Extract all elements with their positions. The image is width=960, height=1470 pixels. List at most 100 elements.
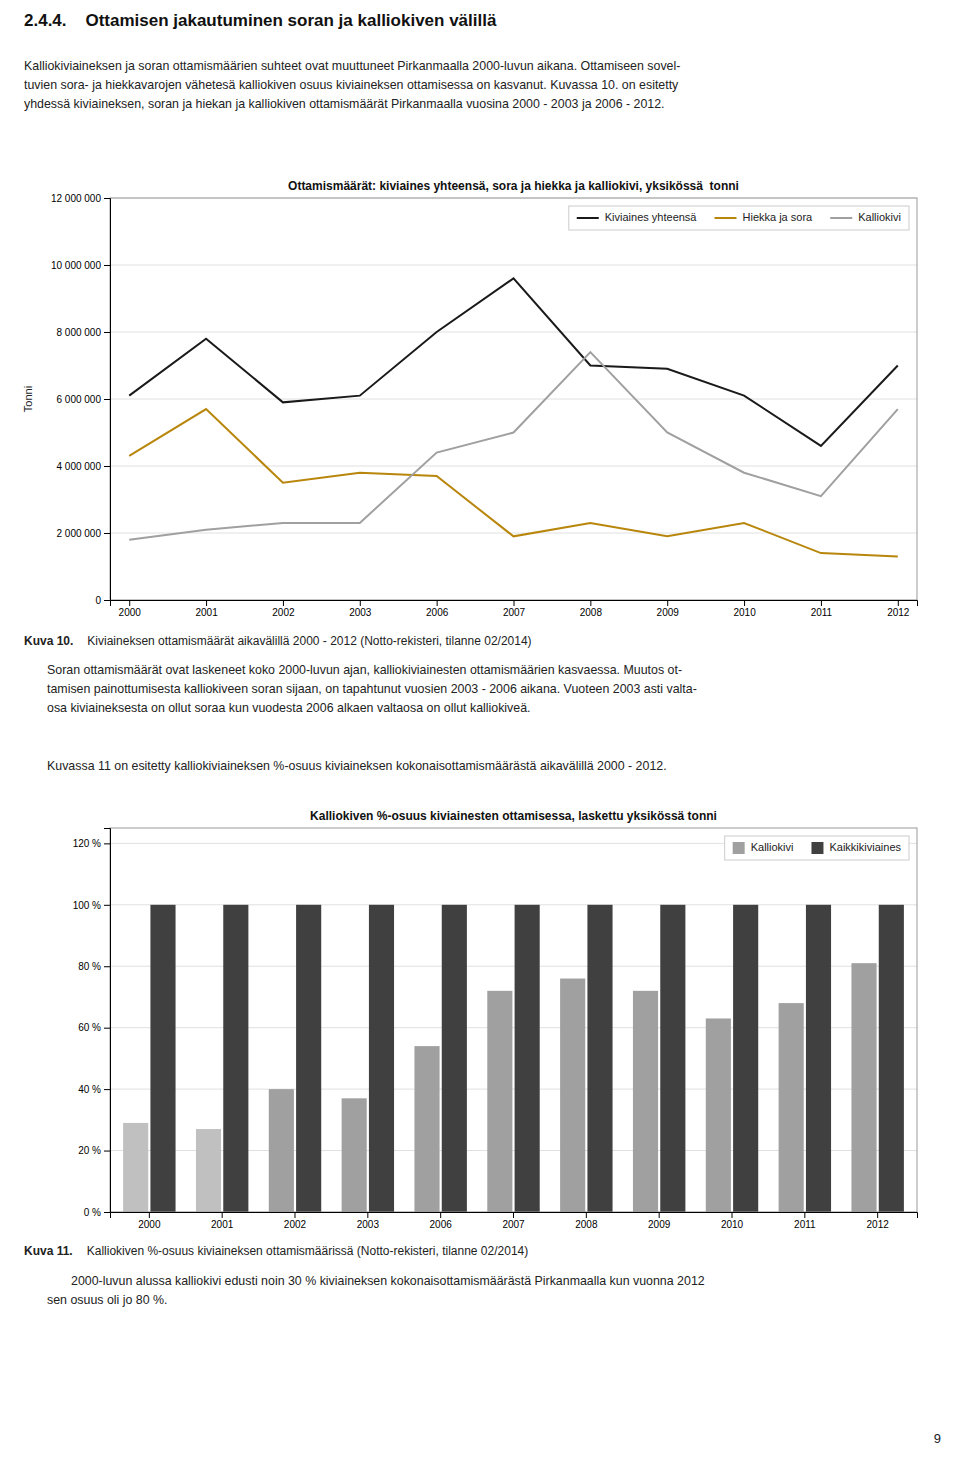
tick-label: 2 000 000 — [57, 528, 102, 539]
legend-box — [725, 836, 909, 860]
tick: 2006 — [426, 600, 449, 618]
legend-label: Kaikkikiviaines — [829, 841, 901, 853]
chart-title: Kalliokiven %-osuus kiviainesten ottamis… — [310, 809, 717, 823]
legend-label: Kiviaines yhteensä — [605, 211, 698, 223]
tick-label: 2002 — [284, 1219, 307, 1230]
tick-label: 8 000 000 — [57, 327, 102, 338]
text-line: Kalliokiviaineksen ja soran ottamismääri… — [24, 59, 680, 73]
caption: Kuva 10.Kiviaineksen ottamismäärät aikav… — [24, 634, 532, 648]
tick-label: 60 % — [78, 1022, 101, 1033]
tick: 2001 — [195, 600, 218, 618]
bar — [123, 1123, 148, 1212]
text-line: Kuvassa 11 on esitetty kalliokiviainekse… — [47, 759, 667, 773]
heading: 2.4.4. Ottamisen jakautuminen soran ja k… — [24, 11, 497, 30]
legend-swatch — [715, 217, 737, 219]
tick-label: 80 % — [78, 961, 101, 972]
text-line: tamisen painottumisesta kalliokiveen sor… — [47, 682, 697, 696]
tick: 2010 — [733, 600, 756, 618]
caption-text: Kiviaineksen ottamismäärät aikavälillä 2… — [87, 634, 531, 648]
legend-item: Kiviaines yhteensä — [577, 211, 698, 223]
tick: 2009 — [657, 600, 680, 618]
page-number: 9 — [934, 1431, 941, 1446]
marks — [129, 278, 898, 556]
tick-mark — [129, 600, 130, 606]
bar-series — [150, 905, 903, 1212]
tick-label: 2006 — [430, 1219, 453, 1230]
y-axis: 02 000 0004 000 0006 000 0008 000 00010 … — [51, 193, 111, 606]
tick-mark — [586, 1212, 587, 1218]
tick-mark — [104, 966, 110, 967]
tick: 2002 — [284, 1212, 307, 1230]
tick: 120 % — [73, 838, 110, 849]
tick: 20 % — [78, 1145, 110, 1156]
tick-label: 40 % — [78, 1084, 101, 1095]
bar — [342, 1098, 367, 1212]
tick-label: 2006 — [426, 607, 449, 618]
axis-line — [111, 601, 918, 607]
tick-mark — [590, 600, 591, 606]
tick-mark — [821, 600, 822, 606]
tick: 2009 — [648, 1212, 671, 1230]
legend-item: Hiekka ja sora — [715, 211, 814, 223]
tick-mark — [732, 1212, 733, 1218]
legend: Kiviaines yhteensä Hiekka ja sora Kallioki… — [569, 206, 909, 230]
tick-mark — [898, 600, 899, 606]
tick-label: 2001 — [211, 1219, 234, 1230]
axis-line — [111, 1213, 918, 1219]
tick-mark — [744, 600, 745, 606]
tick: 2012 — [887, 600, 910, 618]
text-line: tuvien sora- ja hiekkavarojen vähetesä k… — [24, 78, 679, 92]
plot-frame — [110, 198, 917, 600]
caption-label: Kuva 11. — [24, 1244, 73, 1258]
tick-label: 2000 — [119, 607, 142, 618]
tick-label: 6 000 000 — [57, 394, 102, 405]
tick-mark — [104, 265, 110, 266]
tick-label: 2009 — [648, 1219, 671, 1230]
tick-mark — [440, 1212, 441, 1218]
tick-mark — [877, 1212, 878, 1218]
tick: 2012 — [867, 1212, 890, 1230]
tick: 2 000 000 — [57, 528, 111, 539]
grid-line — [110, 265, 917, 266]
tick-mark — [104, 533, 110, 534]
tick-label: 2010 — [721, 1219, 744, 1230]
legend-label: Hiekka ja sora — [743, 211, 814, 223]
tick-mark — [104, 1089, 110, 1090]
grid-line — [110, 399, 917, 400]
grid-line — [110, 466, 917, 467]
bar — [296, 905, 321, 1212]
tick-label: 4 000 000 — [57, 461, 102, 472]
tick: 2003 — [357, 1212, 380, 1230]
tick-mark — [667, 600, 668, 606]
grid-line — [110, 332, 917, 333]
tick-mark — [222, 1212, 223, 1218]
bar — [487, 991, 512, 1212]
bar — [269, 1089, 294, 1212]
tick: 60 % — [78, 1022, 110, 1033]
tick-mark — [804, 1212, 805, 1218]
tick-mark — [437, 600, 438, 606]
tick-mark — [104, 843, 110, 844]
tick: 2008 — [575, 1212, 598, 1230]
tick-label: 2010 — [733, 607, 756, 618]
tick: 6 000 000 — [57, 394, 111, 405]
tick-label: 2003 — [349, 607, 372, 618]
tick-mark — [104, 466, 110, 467]
bar — [196, 1129, 221, 1212]
bar — [733, 905, 758, 1212]
page: 2.4.4. Ottamisen jakautuminen soran ja k… — [0, 0, 960, 1470]
tick: 100 % — [73, 900, 110, 911]
tick: 40 % — [78, 1084, 110, 1095]
tick-label: 2011 — [794, 1219, 816, 1230]
tick: 2000 — [119, 600, 142, 618]
legend-label: Kalliokivi — [858, 211, 901, 223]
tick: 12 000 000 — [51, 193, 110, 204]
legend-swatch — [733, 842, 745, 854]
tick-label: 2009 — [657, 607, 680, 618]
grid — [110, 198, 917, 600]
tick-label: 2008 — [580, 607, 603, 618]
bar — [806, 905, 831, 1212]
legend-label: Kalliokivi — [751, 841, 794, 853]
legend-swatch — [830, 217, 852, 219]
tick-label: 12 000 000 — [51, 193, 101, 204]
